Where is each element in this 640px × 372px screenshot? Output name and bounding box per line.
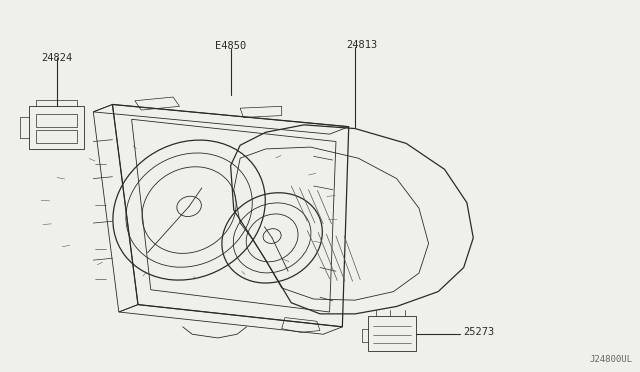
Text: E4850: E4850 — [215, 41, 246, 51]
Text: 24824: 24824 — [41, 52, 72, 62]
Text: 24813: 24813 — [346, 39, 377, 49]
Text: 25273: 25273 — [464, 327, 495, 337]
Text: J24800UL: J24800UL — [590, 355, 633, 364]
